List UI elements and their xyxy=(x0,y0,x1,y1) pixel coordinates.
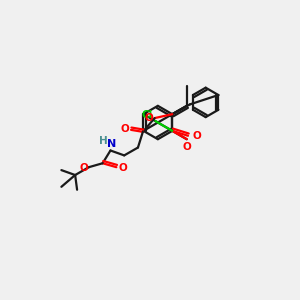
Text: O: O xyxy=(182,142,191,152)
Text: H: H xyxy=(99,136,108,146)
Text: O: O xyxy=(193,131,202,141)
Text: O: O xyxy=(120,124,129,134)
Text: N: N xyxy=(107,139,116,148)
Text: O: O xyxy=(79,163,88,173)
Text: O: O xyxy=(118,163,127,173)
Text: O: O xyxy=(145,113,154,123)
Text: Cl: Cl xyxy=(141,110,152,120)
